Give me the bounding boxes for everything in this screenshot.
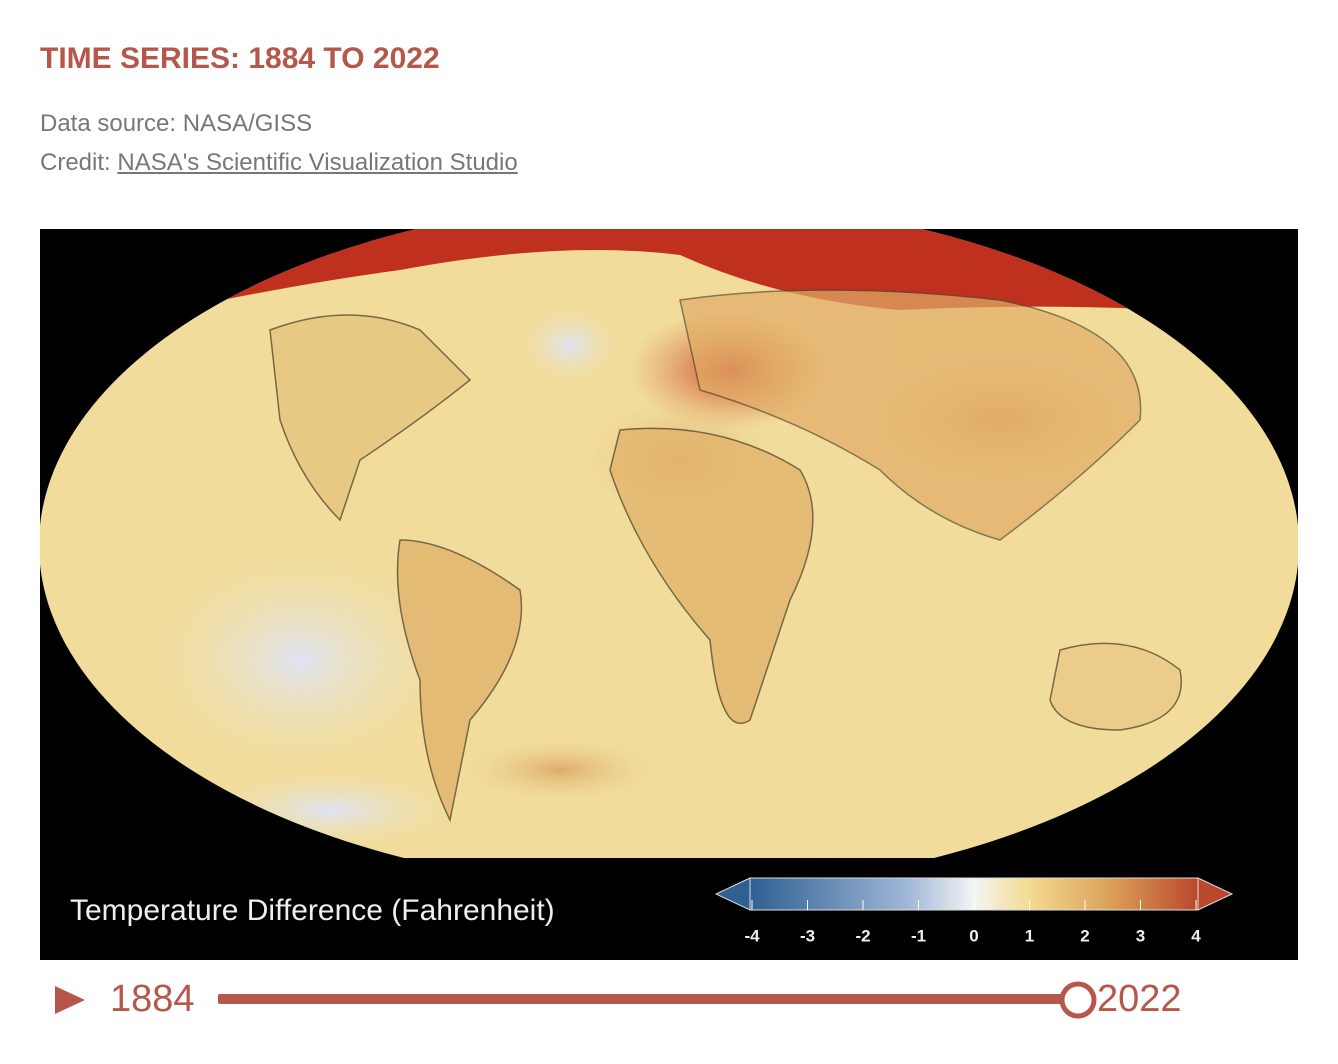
colorbar-tick-label: 2	[1080, 926, 1089, 945]
colorbar-tick-label: -2	[855, 926, 870, 945]
credit-link[interactable]: NASA's Scientific Visualization Studio	[117, 149, 518, 176]
colorbar-tick-label: 1	[1025, 926, 1034, 945]
colorbar-ticks: -4 -3 -2 -1 0 1 2 3 4	[744, 900, 1201, 945]
colorbar-tick-label: 3	[1136, 926, 1145, 945]
play-button[interactable]	[55, 986, 85, 1014]
credit-label: Credit:	[40, 149, 111, 176]
colorbar-tick-label: -4	[744, 926, 760, 945]
title: TIME SERIES: 1884 TO 2022	[40, 42, 440, 75]
credit: Credit: NASA's Scientific Visualization …	[40, 149, 518, 177]
colorbar-tick-label: -3	[800, 926, 815, 945]
colorbar-tick-label: 4	[1191, 926, 1201, 945]
slider-end: 2022	[1097, 978, 1182, 1020]
colorbar-tick-label: -1	[911, 926, 926, 945]
slider-track[interactable]	[218, 994, 1078, 1004]
slider-knob[interactable]	[1059, 981, 1097, 1019]
colorbar-high-arrow	[1197, 877, 1234, 911]
legend-title: Temperature Difference (Fahrenheit)	[70, 894, 555, 927]
slider-start: 1884	[110, 978, 195, 1020]
colorbar-tick-label: 0	[969, 926, 978, 945]
map	[40, 229, 1298, 858]
colorbar-low-arrow	[714, 877, 751, 911]
source: Data source: NASA/GISS	[40, 110, 313, 137]
